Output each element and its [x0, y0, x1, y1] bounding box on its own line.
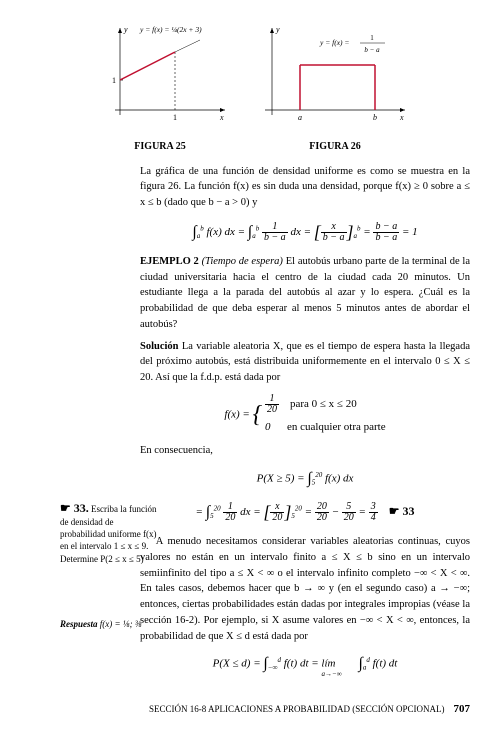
- example-2-label: EJEMPLO 2: [140, 256, 199, 267]
- sidebar-respuesta: Respuesta f(x) = ⅛; ⅜: [60, 618, 160, 630]
- fig26-xlabel: x: [399, 113, 404, 122]
- fig25-xtick: 1: [173, 113, 177, 122]
- main-text: La gráfica de una función de densidad un…: [140, 164, 470, 677]
- fig25-func: y = f(x) = ¼(2x + 3): [139, 25, 202, 34]
- sidebar-exercise-33: ☛ 33. Escriba la función de densidad de …: [60, 500, 160, 565]
- fig25-xlabel: x: [219, 113, 224, 122]
- respuesta-label: Respuesta: [60, 619, 98, 629]
- fig26-frac-num: 1: [370, 34, 374, 42]
- solution-text: La variable aleatoria X, que es el tiemp…: [140, 341, 470, 384]
- equation-3: = ∫520 120 dx = [x20]520 = 2020 − 520 = …: [140, 499, 470, 526]
- fig26-atick: a: [298, 113, 302, 122]
- fig26-func: y = f(x) =: [319, 38, 349, 47]
- pointer-33: ☛ 33: [389, 504, 415, 518]
- example-2: EJEMPLO 2 (Tiempo de espera) El autobús …: [140, 254, 470, 333]
- para-3: A menudo necesitamos considerar variable…: [140, 534, 470, 644]
- footer-section: SECCIÓN 16-8 APLICACIONES A PROBABILIDAD…: [149, 704, 445, 714]
- fig25-ylabel: y: [123, 25, 128, 34]
- fig26-btick: b: [373, 113, 377, 122]
- solution-label: Solución: [140, 341, 179, 352]
- equation-1: ∫ab f(x) dx = ∫ab 1b − a dx = [xb − a]ab…: [140, 219, 470, 246]
- pointer-icon: ☛ 33.: [60, 501, 89, 515]
- page-number: 707: [454, 703, 471, 715]
- fdp-equation: f(x) = { 120 para 0 ≤ x ≤ 20 0 en cualqu…: [140, 394, 470, 436]
- para-1: La gráfica de una función de densidad un…: [140, 164, 470, 211]
- solution-para: Solución La variable aleatoria X, que es…: [140, 339, 470, 386]
- respuesta-text: f(x) = ⅛; ⅜: [98, 619, 142, 629]
- figures-row: 1 1 x y y = f(x) = ¼(2x + 3) FIGURA 25: [30, 20, 470, 154]
- example-2-title: (Tiempo de espera): [202, 256, 283, 267]
- fig26-ylabel: y: [275, 25, 280, 34]
- para-2: En consecuencia,: [140, 443, 470, 459]
- page-footer: SECCIÓN 16-8 APLICACIONES A PROBABILIDAD…: [30, 701, 470, 718]
- fig26-frac-den: b − a: [364, 46, 380, 54]
- page: 1 1 x y y = f(x) = ¼(2x + 3) FIGURA 25: [30, 20, 470, 718]
- figure-26: a b x y y = f(x) = 1 b − a FIGURA 26: [260, 20, 410, 154]
- figure-25-caption: FIGURA 25: [90, 139, 230, 154]
- figure-25-svg: 1 1 x y y = f(x) = ¼(2x + 3): [90, 20, 230, 125]
- figure-25: 1 1 x y y = f(x) = ¼(2x + 3) FIGURA 25: [90, 20, 230, 154]
- equation-2: P(X ≥ 5) = ∫520 f(x) dx: [140, 467, 470, 491]
- figure-26-svg: a b x y y = f(x) = 1 b − a: [260, 20, 410, 125]
- equation-4: P(X ≤ d) = ∫−∞d f(t) dt = líma→−∞ ∫ad f(…: [140, 652, 470, 676]
- figure-26-caption: FIGURA 26: [260, 139, 410, 154]
- fig25-ytick: 1: [112, 76, 116, 85]
